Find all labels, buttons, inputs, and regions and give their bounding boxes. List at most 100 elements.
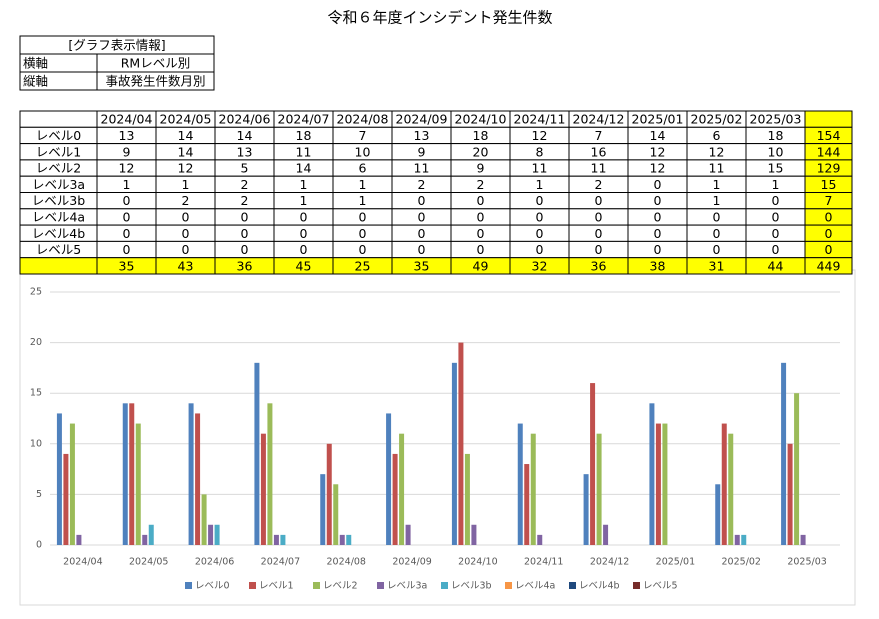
table-value: 12: [178, 161, 194, 176]
page-title: 令和６年度インシデント発生件数: [327, 9, 552, 27]
column-header: 2024/11: [514, 112, 566, 127]
column-header: 2025/03: [750, 112, 802, 127]
legend-swatch: [185, 582, 192, 589]
bar: [721, 423, 727, 545]
row-total: 154: [817, 128, 841, 143]
bar: [63, 453, 69, 545]
bar: [471, 524, 477, 545]
bar: [56, 413, 62, 545]
table-value: 0: [300, 242, 308, 257]
bar: [267, 403, 273, 545]
bar: [734, 534, 740, 545]
bar: [188, 403, 194, 545]
table-value: 0: [418, 242, 426, 257]
legend-label: レベル0: [195, 581, 230, 592]
table-value: 0: [654, 193, 662, 208]
column-header: 2025/02: [691, 112, 743, 127]
table-value: 0: [477, 209, 485, 224]
bar: [392, 453, 398, 545]
chart-area: [19, 269, 856, 606]
table-value: 7: [595, 128, 603, 143]
legend-swatch: [505, 582, 512, 589]
bar: [333, 484, 339, 545]
table-value: 12: [650, 144, 666, 159]
table-value: 0: [418, 209, 426, 224]
table-value: 0: [241, 209, 249, 224]
table-value: 0: [772, 193, 780, 208]
bar: [208, 524, 214, 545]
table-value: 0: [654, 226, 662, 241]
x-tick-label: 2024/12: [590, 557, 629, 568]
bar: [326, 443, 332, 545]
row-total: 0: [825, 242, 833, 257]
table-value: 1: [123, 177, 131, 192]
table-value: 14: [178, 128, 194, 143]
bar: [794, 393, 800, 545]
bar: [524, 464, 530, 545]
table-value: 0: [359, 226, 367, 241]
legend-label: レベル1: [259, 581, 294, 592]
bar: [320, 474, 326, 545]
table-value: 0: [595, 226, 603, 241]
bar: [399, 433, 405, 545]
bar: [649, 403, 655, 545]
table-value: 2: [241, 177, 249, 192]
x-tick-label: 2024/04: [63, 557, 102, 568]
column-total: 45: [296, 258, 312, 273]
legend-swatch: [441, 582, 448, 589]
bar: [405, 524, 411, 545]
x-tick-label: 2024/05: [129, 557, 168, 568]
table-value: 6: [359, 161, 367, 176]
x-tick-label: 2024/11: [524, 557, 563, 568]
row-header: レベル4a: [32, 209, 85, 224]
row-total: 0: [825, 209, 833, 224]
bar: [530, 433, 536, 545]
table-value: 18: [768, 128, 784, 143]
table-value: 5: [241, 161, 249, 176]
table-value: 1: [182, 177, 190, 192]
column-header: 2024/09: [396, 112, 448, 127]
table-value: 20: [473, 144, 489, 159]
x-tick-label: 2025/02: [722, 557, 761, 568]
table-value: 15: [768, 161, 784, 176]
table-value: 0: [713, 242, 721, 257]
column-header: 2024/10: [455, 112, 507, 127]
column-header: 2024/04: [101, 112, 153, 127]
bar: [254, 362, 260, 545]
bar: [728, 433, 734, 545]
table-value: 0: [654, 242, 662, 257]
table-value: 11: [296, 144, 312, 159]
table-value: 2: [595, 177, 603, 192]
column-total: 25: [355, 258, 371, 273]
table-value: 13: [119, 128, 135, 143]
table-value: 0: [241, 242, 249, 257]
table-value: 7: [359, 128, 367, 143]
x-tick-label: 2024/06: [195, 557, 234, 568]
bar: [280, 534, 286, 545]
column-header: 2024/06: [219, 112, 271, 127]
y-tick-label: 20: [30, 337, 42, 348]
table-value: 14: [237, 128, 253, 143]
y-tick-label: 15: [30, 388, 42, 399]
bar: [260, 433, 266, 545]
bar: [464, 453, 470, 545]
legend-label: レベル2: [323, 581, 358, 592]
table-value: 9: [418, 144, 426, 159]
table-value: 0: [654, 177, 662, 192]
x-tick-label: 2024/08: [327, 557, 366, 568]
legend-label: レベル5: [643, 581, 678, 592]
table-value: 0: [536, 193, 544, 208]
bar: [458, 342, 464, 545]
table-value: 0: [241, 226, 249, 241]
column-total: 35: [414, 258, 430, 273]
column-total: 38: [650, 258, 666, 273]
bar: [781, 362, 787, 545]
table-value: 14: [296, 161, 312, 176]
row-total: 7: [825, 193, 833, 208]
legend-label: レベル4b: [579, 581, 620, 592]
table-value: 1: [300, 193, 308, 208]
table-value: 1: [359, 177, 367, 192]
bar: [386, 413, 392, 545]
cell: [19, 110, 98, 128]
